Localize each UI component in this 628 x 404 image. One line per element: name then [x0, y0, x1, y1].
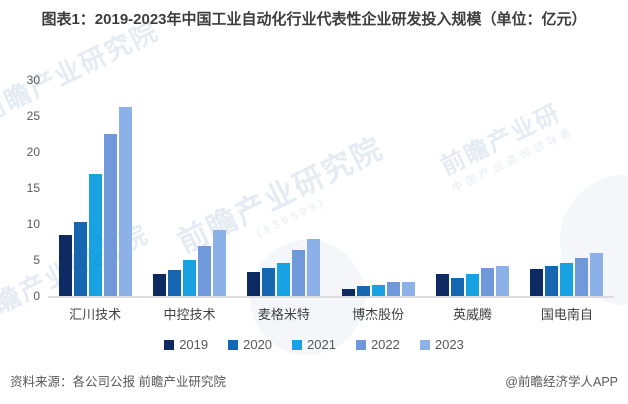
bar-group-汇川技术: [58, 107, 132, 296]
legend-item-2020: 2020: [228, 337, 272, 352]
legend-swatch-2019: [164, 339, 175, 350]
bar-2021-中控技术: [183, 260, 196, 296]
y-tick-label: 10: [26, 217, 40, 231]
x-axis-label-国电南自: 国电南自: [540, 307, 593, 322]
bar-group-麦格米特: [247, 239, 321, 296]
legend-swatch-2023: [419, 339, 430, 350]
y-tick-label: 15: [26, 181, 40, 195]
source-note: 资料来源：各公司公报 前瞻产业研究院: [10, 375, 226, 389]
x-axis-label-麦格米特: 麦格米特: [257, 307, 310, 322]
bar-2022-麦格米特: [292, 250, 306, 296]
bar-chart: 0 5 10 15 20 25 30 汇川技术 中控技术 麦格米特 博杰股份 英威腾 国电南自: [0, 58, 628, 322]
y-tick-label: 5: [33, 253, 40, 267]
bar-2019-国电南自: [530, 269, 544, 296]
legend-item-2023: 2023: [419, 337, 464, 352]
bar-2023-英威腾: [496, 266, 509, 296]
x-axis-label-中控技术: 中控技术: [163, 307, 216, 322]
bar-2021-博杰股份: [371, 285, 385, 296]
y-tick-label: 30: [26, 73, 40, 87]
bar-2020-麦格米特: [262, 268, 276, 296]
bar-2020-国电南自: [545, 266, 559, 296]
y-tick-label: 0: [33, 289, 40, 303]
bar-2022-英威腾: [481, 268, 494, 296]
x-axis-label-汇川技术: 汇川技术: [69, 307, 122, 322]
bar-2022-汇川技术: [103, 134, 117, 296]
x-axis-label-博杰股份: 博杰股份: [352, 307, 405, 322]
bar-2019-英威腾: [436, 274, 449, 296]
bar-2020-汇川技术: [73, 222, 87, 296]
legend-label-2023: 2023: [434, 337, 464, 352]
bar-2020-博杰股份: [356, 286, 370, 296]
bar-2023-中控技术: [213, 230, 226, 296]
bar-2023-麦格米特: [307, 239, 321, 296]
bar-2023-博杰股份: [401, 282, 415, 296]
bar-2021-汇川技术: [88, 174, 102, 296]
y-tick-label: 20: [26, 145, 40, 159]
bar-2021-英威腾: [466, 274, 479, 296]
bar-2022-国电南自: [575, 258, 589, 296]
legend: 2019 2020 2021 2022 2023: [0, 337, 628, 352]
bar-2022-博杰股份: [386, 282, 400, 296]
bar-group-国电南自: [530, 253, 604, 296]
legend-swatch-2021: [292, 339, 303, 350]
y-tick-label: 25: [26, 109, 40, 123]
bar-group-博杰股份: [341, 282, 415, 296]
bar-2019-汇川技术: [58, 235, 72, 296]
bar-2023-国电南自: [590, 253, 604, 296]
legend-swatch-2022: [355, 339, 366, 350]
footer: 资料来源：各公司公报 前瞻产业研究院 @前瞻经济学人APP: [10, 371, 618, 390]
legend-swatch-2020: [228, 339, 239, 350]
x-axis-label-英威腾: 英威腾: [452, 307, 492, 322]
bar-2021-麦格米特: [277, 263, 291, 296]
chart-title: 图表1：2019-2023年中国工业自动化行业代表性企业研发投入规模（单位：亿元…: [41, 11, 587, 28]
legend-label-2020: 2020: [243, 337, 273, 352]
legend-label-2022: 2022: [370, 337, 400, 352]
bar-2023-汇川技术: [118, 107, 132, 296]
bar-2020-中控技术: [168, 270, 181, 296]
bar-2019-博杰股份: [341, 289, 355, 296]
bar-group-中控技术: [153, 230, 226, 296]
brand-credit: @前瞻经济学人APP: [505, 375, 618, 389]
legend-item-2021: 2021: [292, 337, 336, 352]
legend-label-2019: 2019: [179, 337, 209, 352]
bar-2019-麦格米特: [247, 272, 261, 296]
bar-2022-中控技术: [198, 246, 211, 296]
bar-group-英威腾: [436, 266, 509, 296]
legend-item-2022: 2022: [355, 337, 400, 352]
bar-2021-国电南自: [560, 263, 574, 296]
legend-item-2019: 2019: [164, 337, 208, 352]
plot-area: [48, 80, 614, 298]
bar-2020-英威腾: [451, 278, 464, 296]
bar-2019-中控技术: [153, 274, 166, 296]
legend-label-2021: 2021: [307, 337, 336, 352]
